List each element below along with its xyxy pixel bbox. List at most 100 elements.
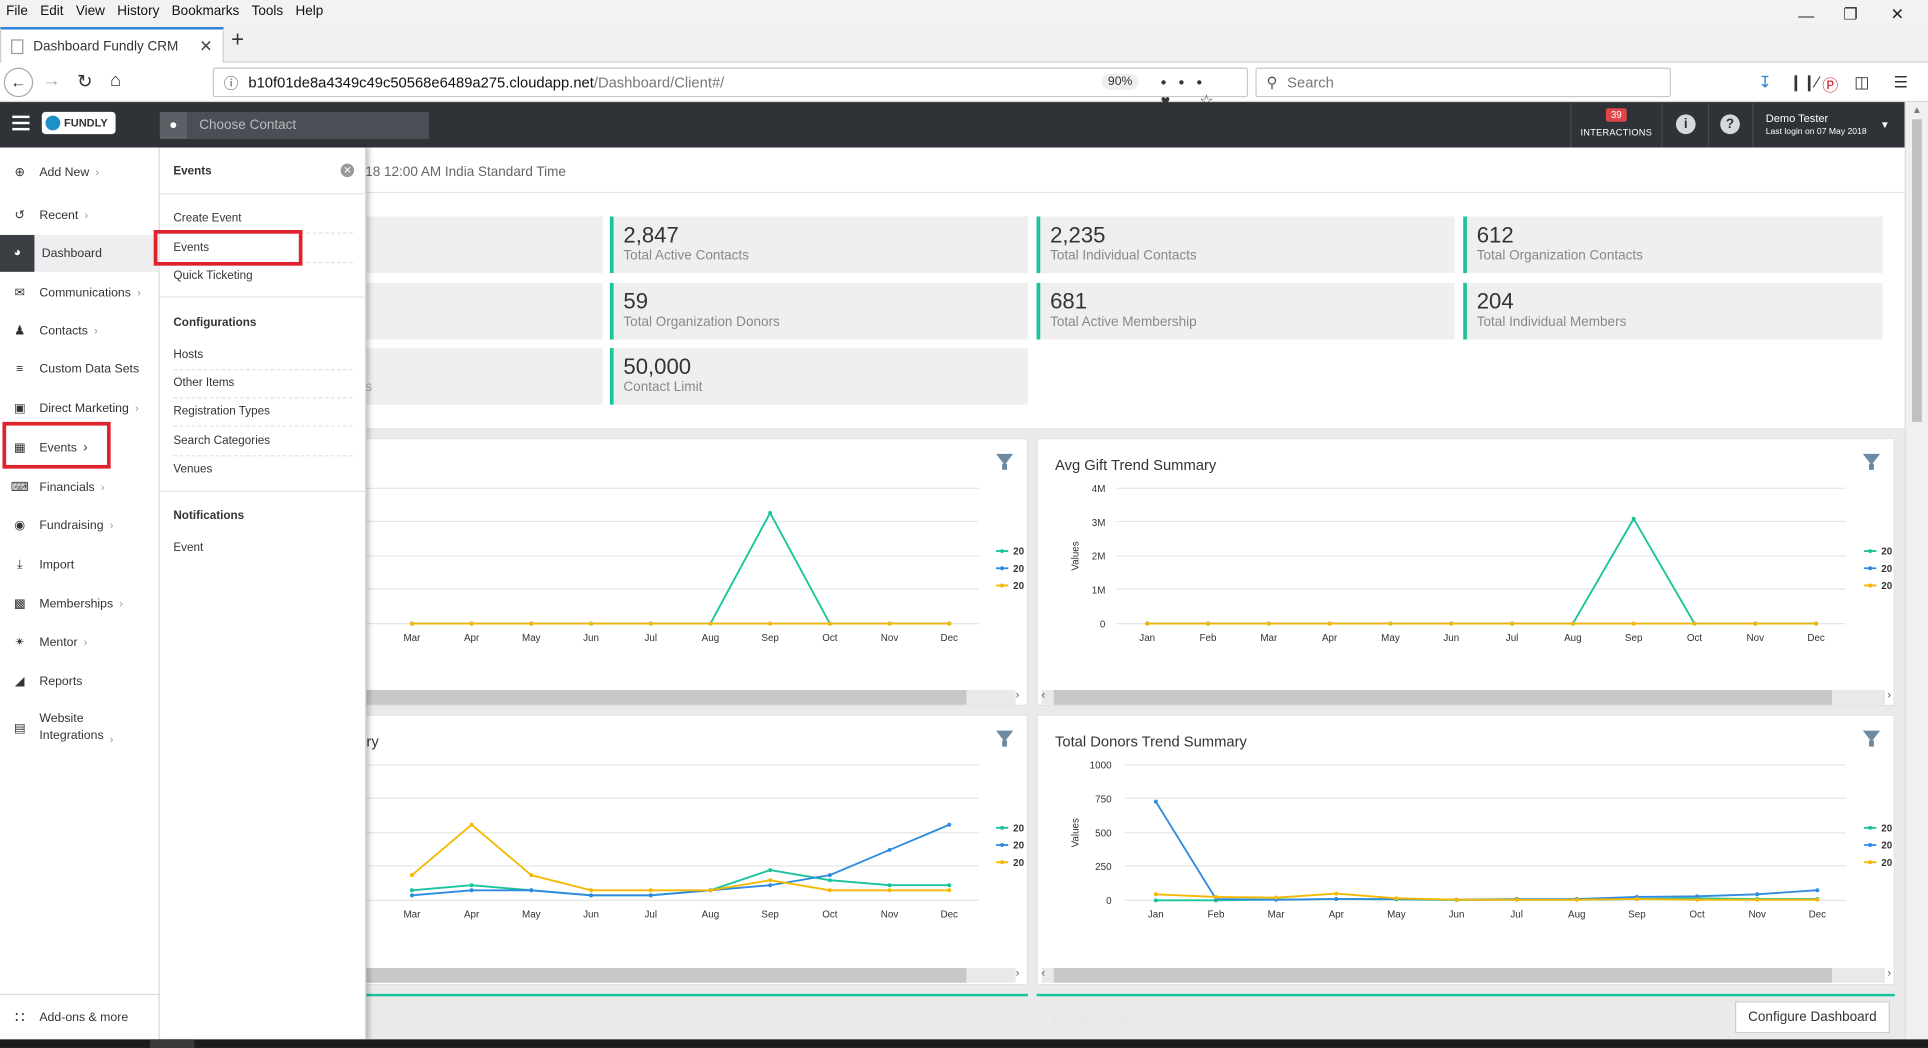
sidebar-item-contacts[interactable]: ♟ Contacts › (0, 312, 160, 349)
filter-icon[interactable] (1862, 453, 1881, 470)
download-icon[interactable]: ↧ (1758, 72, 1772, 92)
sidebar: ⊕ Add New › ↺ Recent › ◕ Dashboard ✉ Communica… (0, 147, 160, 1040)
chart-horizontal-scrollbar[interactable]: ‹ › (1041, 688, 1891, 705)
scroll-left-icon[interactable]: ‹ (1041, 688, 1046, 702)
tab-close-icon[interactable]: ✕ (199, 36, 213, 56)
filter-icon[interactable] (995, 730, 1014, 747)
url-bar[interactable]: ⓘ b10f01de8a4349c49c50568e6489a275.cloud… (212, 67, 1249, 109)
scroll-thumb[interactable] (1053, 968, 1833, 983)
scroll-left-icon[interactable]: ‹ (1041, 966, 1046, 980)
x-tick-label: Oct (822, 633, 838, 644)
sidebar-item-reports[interactable]: ◢ Reports (0, 663, 160, 700)
page-scrollbar[interactable]: ▲ (1904, 102, 1928, 1040)
new-tab-icon[interactable]: + (231, 27, 245, 52)
sidebar-item-fundraising[interactable]: ◉ Fundraising › (0, 507, 160, 544)
chart-horizontal-scrollbar[interactable]: ‹ › (1041, 966, 1891, 983)
sidebar-item-addons[interactable]: ∷ Add-ons & more (0, 993, 160, 1040)
help-icon[interactable]: ? (1720, 114, 1740, 135)
menu-tools[interactable]: Tools (251, 3, 284, 19)
menu-history[interactable]: History (117, 3, 160, 19)
x-tick-label: Nov (881, 633, 899, 644)
data-point (1514, 897, 1519, 902)
x-tick-label: Mar (403, 910, 421, 921)
legend-label: 20 (1881, 841, 1892, 852)
user-menu[interactable]: Demo Tester Last login on 07 May 2018 (1766, 112, 1867, 137)
back-icon[interactable]: ← (3, 67, 34, 98)
scroll-thumb[interactable] (366, 690, 967, 705)
menu-file[interactable]: File (6, 3, 28, 19)
minimize-icon[interactable]: — (1798, 5, 1815, 24)
sidebar-item-import[interactable]: ⤓ Import (0, 546, 160, 583)
scroll-up-icon[interactable]: ▲ (1912, 104, 1922, 116)
data-point (589, 893, 593, 898)
x-tick-label: Jul (1506, 633, 1519, 644)
sidebar-item-financials[interactable]: ⌨ Financials › (0, 469, 160, 506)
sidebar-item-dashboard[interactable]: ◕ Dashboard (0, 234, 160, 272)
restore-icon[interactable]: ❐ (1843, 4, 1858, 24)
scroll-thumb[interactable] (366, 968, 967, 983)
sidebar-item-mentor[interactable]: ✴ Mentor › (0, 624, 160, 661)
submenu-item-registration-types[interactable]: Registration Types (173, 405, 353, 427)
sidebar-toggle-icon[interactable]: ◫ (1854, 72, 1870, 92)
submenu-item-event-notification[interactable]: Event (173, 541, 204, 555)
sidebar-item-custom-data-sets[interactable]: ≡ Custom Data Sets (0, 351, 160, 388)
info-icon[interactable]: i (1675, 114, 1696, 135)
filter-icon[interactable] (995, 453, 1014, 470)
scroll-right-icon[interactable]: › (1887, 688, 1892, 702)
browser-search-field[interactable]: ⚲ Search (1255, 67, 1672, 98)
pinterest-icon[interactable]: Ⓟ (1822, 76, 1839, 95)
submenu-item-other-items[interactable]: Other Items (173, 376, 353, 399)
hamburger-menu-icon[interactable] (12, 115, 30, 131)
menu-help[interactable]: Help (295, 3, 324, 19)
data-point (887, 847, 892, 852)
scroll-right-icon[interactable]: › (1887, 966, 1892, 980)
scroll-right-icon[interactable]: › (1015, 966, 1020, 980)
browser-tab[interactable]: Dashboard Fundly CRM ✕ (0, 27, 224, 64)
sidebar-item-add-new[interactable]: ⊕ Add New › (0, 154, 160, 191)
submenu-item-hosts[interactable]: Hosts (173, 348, 353, 371)
user-menu-caret-icon[interactable]: ▼ (1880, 119, 1890, 131)
menu-bookmarks[interactable]: Bookmarks (171, 3, 240, 19)
x-tick-label: Jan (1148, 910, 1164, 921)
home-icon[interactable]: ⌂ (110, 70, 122, 92)
data-point (708, 888, 713, 893)
window-close-icon[interactable]: ✕ (1890, 4, 1904, 24)
url-host: b10f01de8a4349c49c50568e6489a275.cloudap… (248, 73, 594, 92)
y-tick-label: 2M (1092, 552, 1106, 563)
submenu-item-search-categories[interactable]: Search Categories (173, 434, 353, 457)
close-icon[interactable]: ✕ (340, 163, 355, 178)
configure-dashboard-button[interactable]: Configure Dashboard (1734, 1001, 1890, 1034)
menu-edit[interactable]: Edit (40, 3, 64, 19)
menu-view[interactable]: View (75, 3, 105, 19)
forward-icon[interactable]: → (42, 70, 61, 92)
reload-icon[interactable]: ↻ (77, 71, 93, 93)
chart-horizontal-scrollbar[interactable]: › (366, 967, 1019, 983)
submenu-item-venues[interactable]: Venues (173, 462, 213, 477)
sidebar-item-website-integrations[interactable]: ▤ Website Integrations › (0, 708, 160, 747)
submenu-item-quick-ticketing[interactable]: Quick Ticketing (173, 269, 253, 283)
scroll-right-icon[interactable]: › (1015, 688, 1020, 702)
sidebar-item-direct-marketing[interactable]: ▣ Direct Marketing › (0, 390, 160, 427)
y-axis-title: Values (1070, 541, 1081, 570)
sidebar-item-label: Website Integrations (39, 711, 103, 745)
sidebar-item-memberships[interactable]: ▩ Memberships › (0, 585, 160, 622)
choose-contact-input[interactable]: ● Choose Contact (159, 111, 430, 139)
filter-icon[interactable] (1862, 730, 1881, 747)
dashboard-icon: ◕ (0, 234, 35, 272)
data-point (469, 822, 474, 827)
site-info-icon[interactable]: ⓘ (223, 74, 239, 92)
stat-label: Total Active Membership (1050, 314, 1197, 330)
sidebar-item-events[interactable]: ▦ Events › (0, 429, 160, 466)
sidebar-item-communications[interactable]: ✉ Communications › (0, 274, 160, 311)
fundly-logo[interactable]: FUNDLY (41, 111, 116, 135)
legend-marker (1868, 549, 1873, 554)
page-scroll-thumb[interactable] (1912, 119, 1922, 422)
zoom-level[interactable]: 90% (1101, 73, 1139, 90)
stat-card-partial (365, 282, 603, 340)
interactions-button[interactable]: 39 INTERACTIONS (1570, 102, 1663, 148)
chart-horizontal-scrollbar[interactable]: › (366, 689, 1019, 705)
browser-menu-icon[interactable]: ☰ (1893, 72, 1908, 92)
library-icon[interactable]: ❙❙⁄ (1789, 72, 1819, 92)
sidebar-item-recent[interactable]: ↺ Recent › (0, 197, 160, 234)
scroll-thumb[interactable] (1053, 690, 1833, 705)
